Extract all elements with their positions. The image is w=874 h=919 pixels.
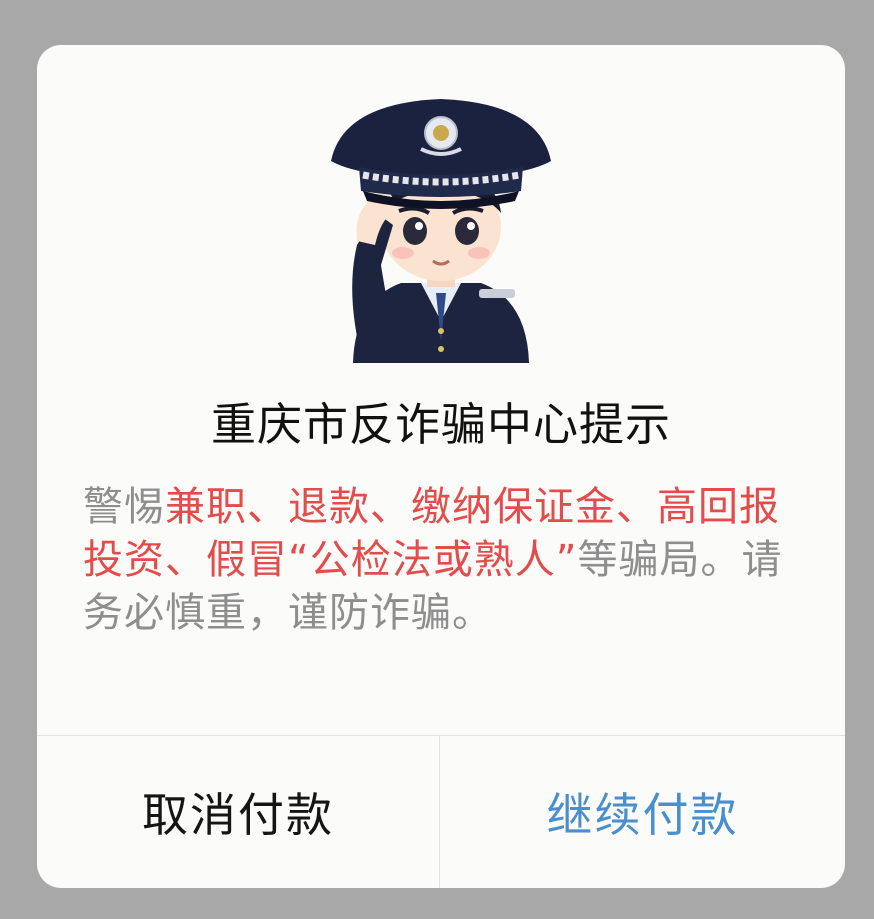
- continue-payment-button[interactable]: 继续付款: [546, 788, 739, 842]
- message-intro: 警惕: [83, 484, 165, 530]
- cancel-payment-button[interactable]: 取消付款: [142, 788, 334, 842]
- button-divider-vertical: [439, 736, 440, 888]
- anti-fraud-dialog: 重庆市反诈骗中心提示 警惕兼职、退款、缴纳保证金、高回报投资、假冒“公检法或熟人…: [37, 45, 845, 888]
- button-divider-horizontal: [37, 735, 845, 736]
- message-outro: 等骗局。请务必慎重，谨防诈骗。: [83, 537, 783, 636]
- message-highlight: 兼职、退款、缴纳保证金、高回报投资、假冒“公检法或熟人”: [83, 484, 780, 583]
- police-officer-saluting-icon: [331, 99, 551, 363]
- warning-message: 警惕兼职、退款、缴纳保证金、高回报投资、假冒“公检法或熟人”等骗局。请务必慎重，…: [83, 481, 799, 640]
- dialog-title: 重庆市反诈骗中心提示: [210, 398, 671, 451]
